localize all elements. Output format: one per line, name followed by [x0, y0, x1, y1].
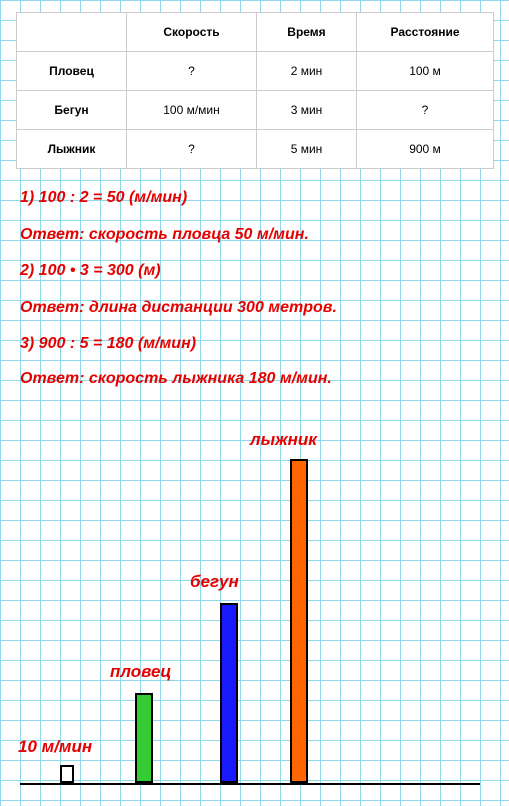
bar-skier — [290, 459, 308, 783]
cell-skier-time: 5 мин — [257, 130, 357, 169]
bar-runner — [220, 603, 238, 783]
bar-label-runner: бегун — [190, 572, 239, 592]
bar-label-scale: 10 м/мин — [18, 737, 92, 757]
solution-answer-3: Ответ: скорость лыжника 180 м/мин. — [20, 370, 332, 388]
bar-label-skier: лыжник — [250, 430, 317, 450]
solution-answer-2: Ответ: длина дистанции 300 метров. — [20, 299, 337, 317]
cell-runner-name: Бегун — [17, 91, 127, 130]
cell-swimmer-time: 2 мин — [257, 52, 357, 91]
cell-swimmer-speed: ? — [127, 52, 257, 91]
solution-step-2: 2) 100 • 3 = 300 (м) — [20, 262, 161, 280]
header-time: Время — [257, 13, 357, 52]
bar-chart: лыжник бегун пловец 10 м/мин — [20, 430, 490, 795]
header-speed: Скорость — [127, 13, 257, 52]
header-distance: Расстояние — [357, 13, 494, 52]
table-row-runner: Бегун 100 м/мин 3 мин ? — [17, 91, 494, 130]
cell-swimmer-name: Пловец — [17, 52, 127, 91]
chart-x-axis — [20, 783, 480, 785]
solution-answer-1: Ответ: скорость пловца 50 м/мин. — [20, 226, 309, 244]
cell-skier-distance: 900 м — [357, 130, 494, 169]
cell-swimmer-distance: 100 м — [357, 52, 494, 91]
solution-step-3: 3) 900 : 5 = 180 (м/мин) — [20, 335, 196, 353]
cell-skier-speed: ? — [127, 130, 257, 169]
bar-label-swimmer: пловец — [110, 662, 171, 682]
cell-runner-time: 3 мин — [257, 91, 357, 130]
cell-skier-name: Лыжник — [17, 130, 127, 169]
table-row-swimmer: Пловец ? 2 мин 100 м — [17, 52, 494, 91]
table-row-skier: Лыжник ? 5 мин 900 м — [17, 130, 494, 169]
cell-runner-speed: 100 м/мин — [127, 91, 257, 130]
table-header-row: Скорость Время Расстояние — [17, 13, 494, 52]
bar-swimmer — [135, 693, 153, 783]
speed-time-distance-table: Скорость Время Расстояние Пловец ? 2 мин… — [16, 12, 494, 169]
solution-step-1: 1) 100 : 2 = 50 (м/мин) — [20, 189, 187, 207]
bar-scale-unit — [60, 765, 74, 783]
header-blank — [17, 13, 127, 52]
cell-runner-distance: ? — [357, 91, 494, 130]
